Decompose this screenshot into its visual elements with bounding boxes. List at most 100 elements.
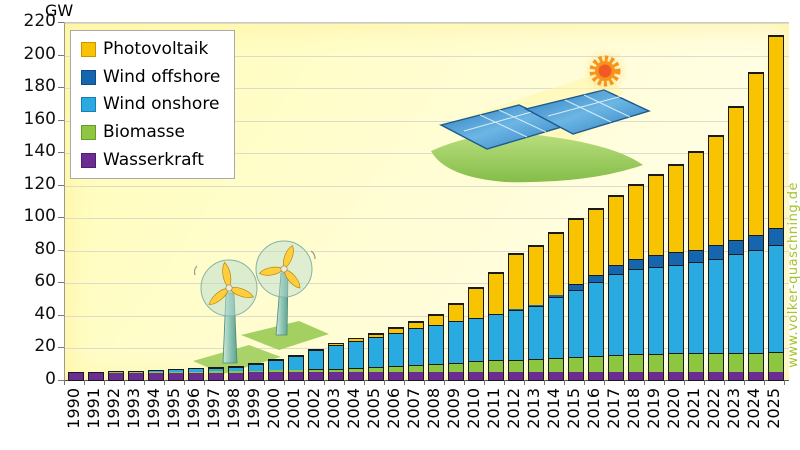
bar-segment-photovoltaik (609, 196, 623, 265)
bar-2025 (768, 34, 784, 381)
x-axis-label: 2005 (364, 388, 384, 446)
bar-segment-wasserkraft (629, 372, 643, 380)
x-axis-tick (204, 380, 205, 385)
y-axis-unit: GW (45, 1, 74, 20)
bar-segment-biomasse (749, 352, 763, 373)
bar-segment-wind-offshore (769, 227, 783, 245)
solar-panel-illustration (431, 47, 651, 183)
bar-2015 (568, 218, 584, 381)
x-axis-tick (384, 380, 385, 385)
bar-segment-wind-onshore (689, 262, 703, 354)
bar-segment-wasserkraft (129, 372, 143, 380)
x-axis-label-text: 2015 (564, 388, 583, 429)
x-axis-label-text: 1997 (204, 388, 223, 429)
bar-segment-biomasse (209, 371, 223, 373)
bar-2014 (548, 232, 564, 381)
bar-segment-wind-onshore (429, 325, 443, 364)
bar-segment-wasserkraft (149, 372, 163, 380)
x-axis-label-text: 1994 (144, 388, 163, 429)
bar-segment-wasserkraft (69, 372, 83, 380)
bar-segment-photovoltaik (689, 152, 703, 250)
bar-segment-wasserkraft (89, 372, 103, 380)
legend-item: Wasserkraft (81, 151, 220, 170)
x-axis-label: 2012 (504, 388, 524, 446)
bar-1996 (188, 368, 204, 381)
x-axis-label-text: 2009 (444, 388, 463, 429)
bar-segment-biomasse (609, 355, 623, 373)
x-axis-tick (424, 380, 425, 385)
bar-2001 (288, 354, 304, 381)
bar-segment-photovoltaik (489, 272, 503, 314)
bar-segment-wind-offshore (669, 252, 683, 265)
x-axis-label: 1991 (84, 388, 104, 446)
bar-segment-wind-onshore (709, 258, 723, 354)
x-axis-label: 1997 (204, 388, 224, 446)
x-axis-label: 2002 (304, 388, 324, 446)
y-axis-label: 0 (45, 369, 56, 389)
bar-segment-biomasse (649, 353, 663, 373)
bar-segment-wind-onshore (169, 370, 183, 372)
legend-swatch (81, 97, 96, 113)
x-axis-label: 2015 (564, 388, 584, 446)
x-axis-label-text: 2007 (404, 388, 423, 429)
bar-segment-photovoltaik (729, 106, 743, 240)
bar-2002 (308, 348, 324, 381)
bar-segment-wind-onshore (749, 249, 763, 353)
bar-segment-wasserkraft (769, 372, 783, 380)
bar-segment-wind-onshore (189, 369, 203, 372)
x-axis-line (64, 380, 789, 381)
bar-segment-photovoltaik (329, 344, 343, 346)
x-axis-tick (744, 380, 745, 385)
bar-segment-biomasse (249, 370, 263, 373)
bar-2024 (748, 71, 764, 381)
y-axis-tick (58, 87, 64, 89)
bar-segment-wasserkraft (749, 372, 763, 380)
x-axis-label: 1995 (164, 388, 184, 446)
bar-segment-biomasse (469, 361, 483, 373)
bar-segment-wind-onshore (329, 345, 343, 369)
bar-segment-wasserkraft (429, 372, 443, 380)
bar-segment-biomasse (449, 362, 463, 373)
x-axis-label-text: 1992 (104, 388, 123, 429)
x-axis-tick (524, 380, 525, 385)
bar-segment-biomasse (429, 363, 443, 373)
wind-turbine-illustration (193, 240, 329, 374)
bar-segment-wasserkraft (469, 372, 483, 380)
x-axis-tick (184, 380, 185, 385)
bar-segment-wasserkraft (109, 372, 123, 380)
x-axis-label-text: 2025 (764, 388, 783, 429)
bar-1991 (88, 371, 104, 381)
bar-segment-wasserkraft (669, 372, 683, 380)
bar-segment-photovoltaik (509, 253, 523, 310)
y-axis-label: 160 (23, 108, 56, 129)
wind-turbine (255, 240, 316, 336)
x-axis-tick (264, 380, 265, 385)
x-axis-label-text: 2008 (424, 388, 443, 429)
bar-2018 (628, 184, 644, 381)
x-axis-label: 1992 (104, 388, 124, 446)
plot-area (64, 22, 789, 381)
bar-1997 (208, 366, 224, 381)
x-axis-label: 1994 (144, 388, 164, 446)
x-axis-label: 2014 (544, 388, 564, 446)
bar-segment-photovoltaik (369, 333, 383, 338)
x-axis-tick (304, 380, 305, 385)
bar-2023 (728, 105, 744, 381)
x-axis-label-text: 2012 (504, 388, 523, 429)
bar-segment-wind-onshore (149, 371, 163, 373)
bar-segment-wind-onshore (469, 317, 483, 362)
legend-label: Photovoltaik (103, 39, 209, 59)
bar-segment-photovoltaik (589, 209, 603, 276)
x-axis-label-text: 1998 (224, 388, 243, 429)
bar-segment-wasserkraft (249, 372, 263, 380)
bar-segment-biomasse (389, 365, 403, 373)
x-axis-label-text: 2005 (364, 388, 383, 429)
x-axis-label-text: 1993 (124, 388, 143, 429)
x-axis-tick (84, 380, 85, 385)
bar-segment-biomasse (589, 355, 603, 373)
bar-segment-wasserkraft (609, 372, 623, 380)
bar-segment-wind-onshore (649, 267, 663, 354)
x-axis-tick (784, 380, 785, 385)
